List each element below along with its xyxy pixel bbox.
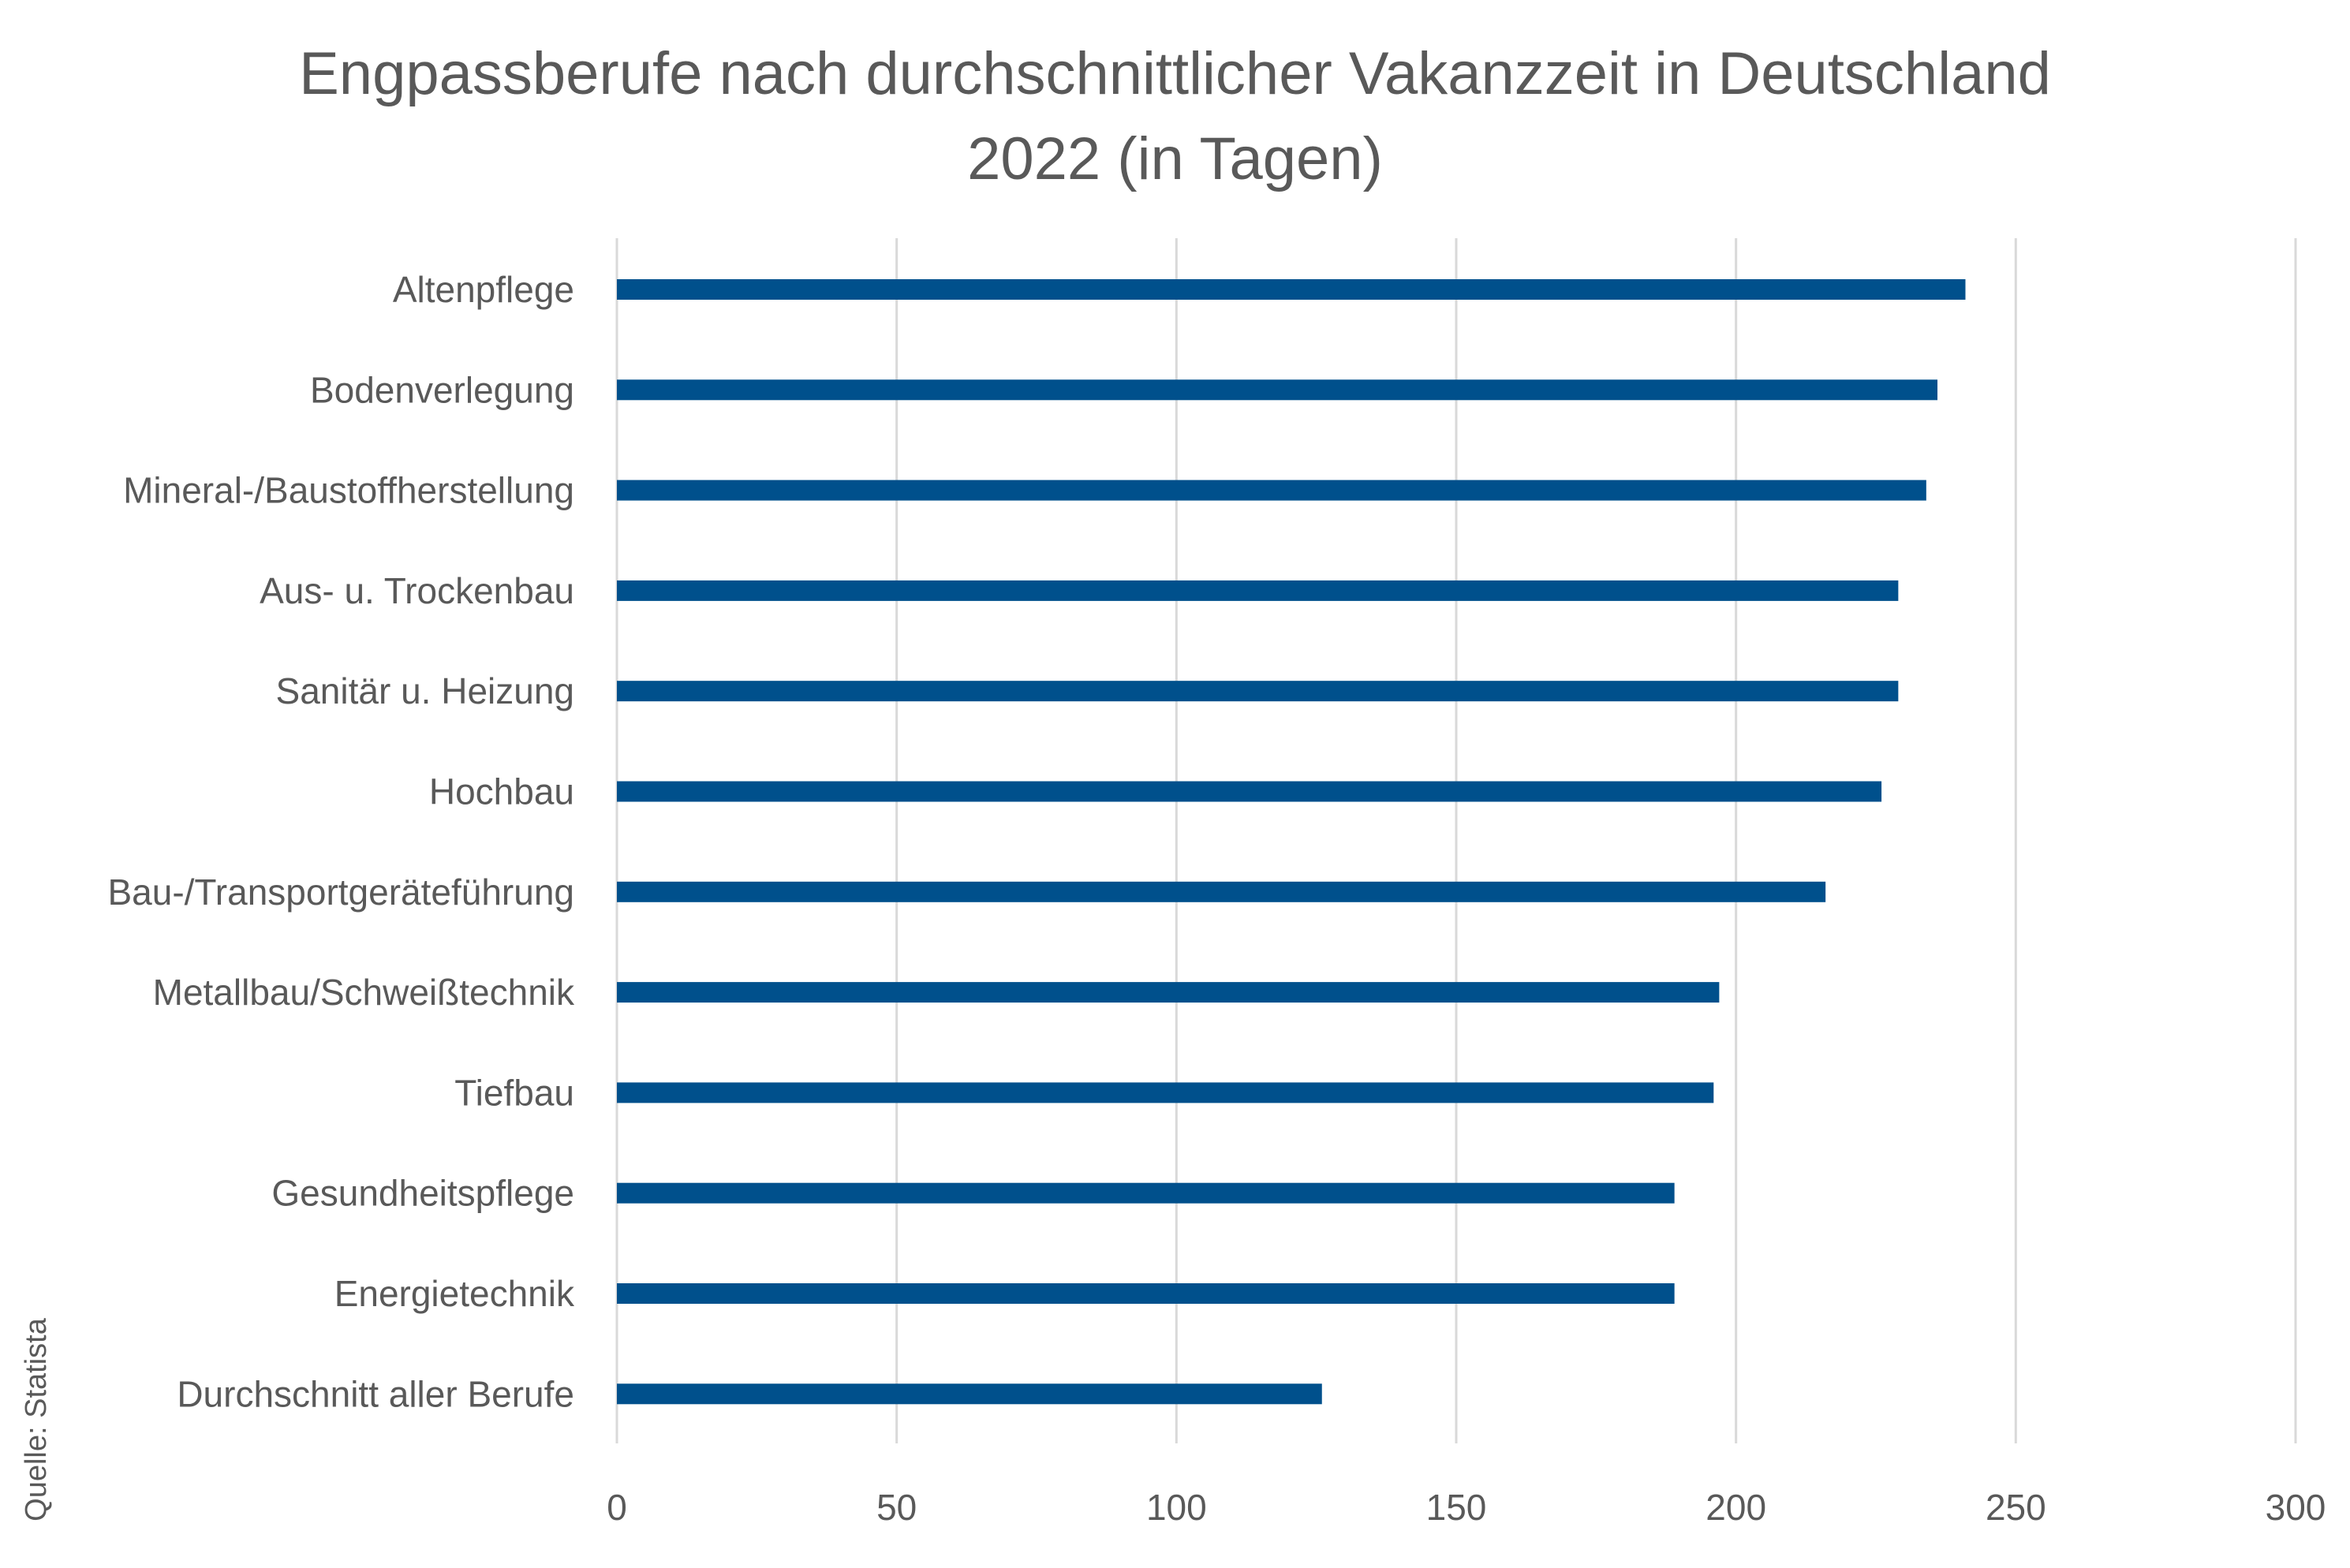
- category-label: Metallbau/Schweißtechnik: [153, 972, 575, 1013]
- category-label: Gesundheitspflege: [271, 1173, 574, 1214]
- category-label: Hochbau: [429, 771, 574, 812]
- category-label: Energietechnik: [334, 1273, 575, 1314]
- bar: [617, 1082, 1714, 1103]
- chart-title: Engpassberufe nach durchschnittlicher Va…: [0, 32, 2350, 202]
- bar: [617, 1383, 1322, 1405]
- bar: [617, 1283, 1675, 1304]
- x-tick-label: 300: [2266, 1487, 2326, 1528]
- x-tick-label: 100: [1146, 1487, 1207, 1528]
- bar: [617, 681, 1899, 702]
- category-label: Aus- u. Trockenbau: [260, 570, 574, 611]
- category-label: Bodenverlegung: [310, 369, 574, 410]
- chart-title-line-2: 2022 (in Tagen): [967, 125, 1383, 192]
- source-note: Quelle: Statista: [20, 1317, 53, 1521]
- category-label: Durchschnitt aller Berufe: [177, 1373, 574, 1414]
- x-tick-label: 150: [1426, 1487, 1487, 1528]
- chart-title-line-1: Engpassberufe nach durchschnittlicher Va…: [299, 40, 2051, 107]
- category-label: Sanitär u. Heizung: [276, 670, 574, 711]
- category-label: Altenpflege: [393, 269, 574, 310]
- bar: [617, 279, 1966, 300]
- x-tick-label: 0: [607, 1487, 627, 1528]
- category-label: Mineral-/Baustoffherstellung: [123, 470, 574, 511]
- bar: [617, 379, 1938, 401]
- x-tick-label: 250: [1986, 1487, 2046, 1528]
- bars: [617, 279, 1966, 1405]
- x-tick-label: 200: [1706, 1487, 1766, 1528]
- x-tick-label: 50: [876, 1487, 917, 1528]
- bar: [617, 781, 1882, 802]
- bar: [617, 1182, 1675, 1204]
- category-label: Tiefbau: [454, 1072, 574, 1113]
- x-tick-labels: 0 50 100 150 200 250 300: [607, 1487, 2326, 1528]
- category-labels: Altenpflege Bodenverlegung Mineral-/Bausto…: [107, 269, 575, 1414]
- bar: [617, 982, 1720, 1003]
- category-label: Bau-/Transportgeräteführung: [107, 872, 574, 913]
- gridlines: [615, 238, 2297, 1443]
- bar: [617, 480, 1926, 501]
- bar: [617, 580, 1899, 601]
- bar: [617, 881, 1826, 902]
